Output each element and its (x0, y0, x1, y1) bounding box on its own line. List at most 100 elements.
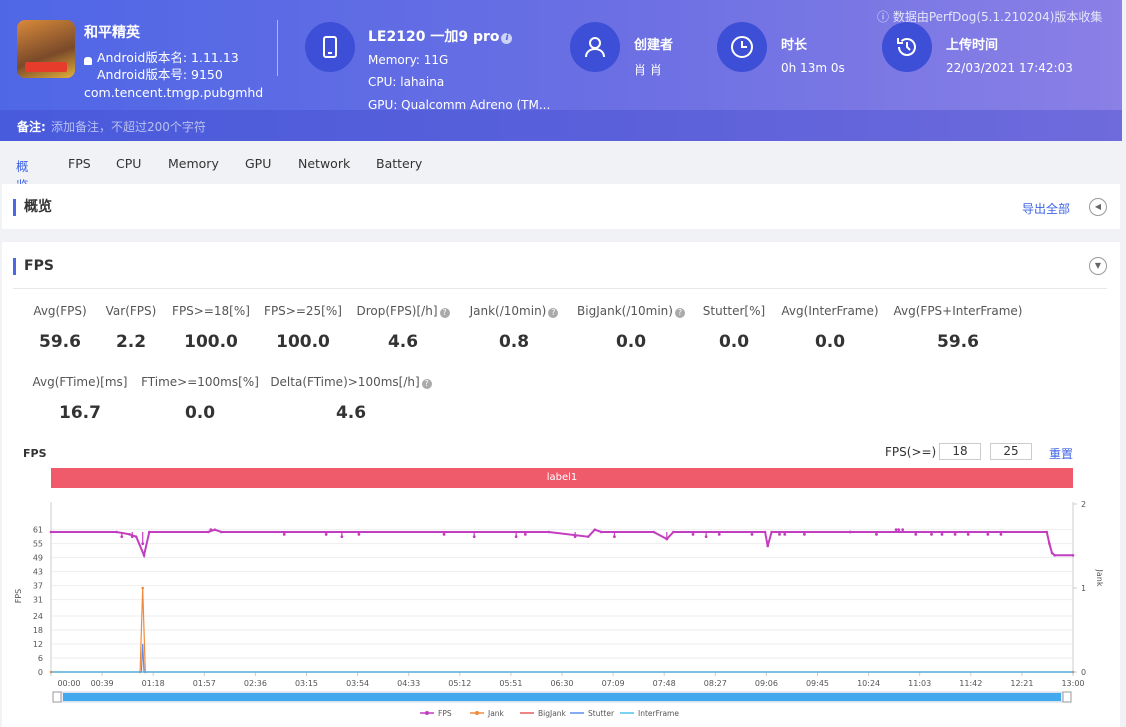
fps-point (141, 542, 145, 546)
device-info-icon[interactable]: i (501, 33, 513, 44)
fps-point (717, 532, 721, 536)
fps-collapse-icon[interactable]: ▼ (1089, 257, 1107, 275)
tab-gpu[interactable]: GPU (245, 156, 272, 171)
fps-point (848, 530, 852, 534)
app-icon (17, 20, 75, 78)
upload-time-label: 上传时间 (946, 38, 999, 53)
stat-value: 0.8 (498, 332, 530, 352)
device-memory: Memory: 11G (368, 53, 449, 67)
help-icon[interactable]: ? (439, 308, 450, 318)
label-bar[interactable]: label1 (51, 468, 1073, 488)
export-all-link[interactable]: 导出全部 (1022, 202, 1071, 216)
y-tick-label: 6 (38, 654, 43, 663)
tab-network[interactable]: Network (298, 156, 351, 171)
zoom-handle-right[interactable] (1062, 691, 1072, 703)
stat-label: Avg(FPS+InterFrame) (868, 304, 1048, 318)
fps-point (966, 532, 970, 536)
stat-label-text: FPS>=18[%] (172, 304, 250, 318)
y2-tick-label: 1 (1081, 584, 1086, 593)
device-gpu: GPU: Qualcomm Adreno (TM... (368, 98, 551, 112)
help-icon[interactable]: ? (421, 379, 432, 389)
help-icon[interactable]: ? (548, 308, 559, 318)
stat-label: Jank(/10min)? (424, 304, 604, 318)
tab-memory[interactable]: Memory (168, 156, 219, 171)
y-tick-label: 31 (33, 596, 43, 605)
fps-point (901, 528, 905, 532)
tab-battery[interactable]: Battery (376, 156, 423, 171)
stat-value: 16.7 (59, 403, 101, 423)
stat-value: 100.0 (276, 332, 330, 352)
series-point-fps (128, 533, 131, 536)
stat-label: Avg(InterFrame) (740, 304, 920, 318)
fps-point (120, 535, 124, 539)
x-tick-label: 00:00 (57, 679, 80, 688)
fps-point (986, 532, 990, 536)
tab-fps[interactable]: FPS (68, 156, 91, 171)
fps-divider (13, 288, 1107, 289)
report-header: 和平精英 Android版本名: 1.11.13 Android版本号: 915… (0, 0, 1122, 141)
stat-label-text: Avg(InterFrame) (781, 304, 879, 318)
fps-row1-stat: Avg(InterFrame) 0.0 (740, 304, 920, 352)
help-icon[interactable]: ? (674, 308, 685, 318)
tab-cpu[interactable]: CPU (116, 156, 142, 171)
upload-time-value: 22/03/2021 17:42:03 (946, 61, 1073, 75)
fps-point (613, 535, 616, 539)
legend-item[interactable]: FPS (438, 709, 452, 718)
overview-collapse-icon[interactable]: ◀ (1089, 198, 1107, 216)
legend-item[interactable]: BigJank (538, 709, 567, 718)
stat-label-text: Jank(/10min) (469, 304, 547, 318)
x-tick-label: 06:30 (550, 679, 573, 688)
stat-label: Var(FPS) (41, 304, 221, 318)
fps-row1-stat: FPS>=18[%] 100.0 (121, 304, 301, 352)
fps-row1-stat: FPS>=25[%] 100.0 (213, 304, 393, 352)
note-label: 备注: (17, 120, 46, 134)
y2-axis-title: Jank (1095, 569, 1104, 587)
creator-label: 创建者 (634, 38, 674, 53)
stat-label: FPS>=18[%] (121, 304, 301, 318)
stat-value: 0.0 (718, 332, 750, 352)
x-tick-label: 12:21 (1010, 679, 1033, 688)
fps-threshold-input-1[interactable]: 18 (939, 443, 981, 460)
header-divider (277, 20, 278, 76)
fps-point (750, 532, 754, 536)
series-point-fps (206, 530, 210, 534)
overview-card (2, 184, 1120, 229)
stat-label-text: Stutter[%] (702, 304, 766, 318)
stat-value: 4.6 (335, 403, 367, 423)
y2-tick-label: 0 (1081, 668, 1086, 677)
fps-point (442, 532, 446, 536)
y-tick-label: 61 (33, 526, 43, 535)
stat-label-text: Var(FPS) (105, 304, 157, 318)
fps-point (357, 532, 361, 536)
stat-label-text: BigJank(/10min) (577, 304, 673, 318)
legend-item[interactable]: InterFrame (638, 709, 679, 718)
legend-item[interactable]: Stutter (588, 709, 615, 718)
x-tick-label: 05:12 (448, 679, 471, 688)
zoom-slider-range[interactable] (63, 693, 1061, 701)
reset-button[interactable]: 重置 (1049, 447, 1074, 461)
fps-row1-stat: Stutter[%] 0.0 (644, 304, 824, 352)
x-tick-label: 08:27 (704, 679, 727, 688)
fps-threshold-input-2[interactable]: 25 (990, 443, 1032, 460)
fps-point (340, 535, 344, 539)
series-point-fps (1071, 554, 1075, 557)
zoom-handle-left[interactable] (52, 691, 62, 703)
stat-label: FPS>=25[%] (213, 304, 393, 318)
series-point-fps (652, 530, 656, 534)
android-version-name: Android版本名: 1.11.13 (97, 50, 239, 65)
fps-chart-title: FPS (23, 447, 47, 460)
fps-point (930, 532, 933, 536)
y-tick-label: 37 (33, 582, 43, 591)
legend-item[interactable]: Jank (487, 709, 505, 718)
x-tick-label: 01:18 (142, 679, 165, 688)
fps-point (282, 532, 286, 536)
fps-point (472, 535, 476, 539)
series-point-fps (766, 544, 770, 548)
fps-point (778, 532, 781, 536)
x-tick-label: 04:33 (397, 679, 420, 688)
stat-value: 100.0 (184, 332, 238, 352)
device-cpu: CPU: lahaina (368, 75, 445, 89)
note-input[interactable]: 添加备注，不超过200个字符 (51, 120, 206, 134)
